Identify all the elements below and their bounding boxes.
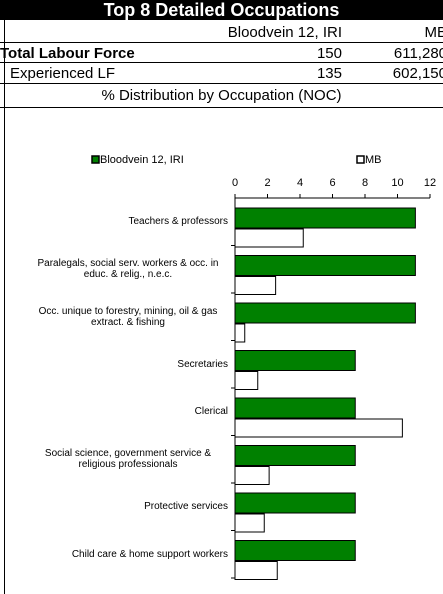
bar	[234, 445, 356, 466]
category-label: Secretaries	[28, 346, 228, 384]
frame	[0, 20, 443, 594]
bar	[234, 466, 270, 485]
x-tick-label: 4	[297, 177, 303, 189]
bar	[234, 513, 265, 533]
title-bar	[0, 0, 443, 20]
bar	[234, 492, 356, 514]
legend-label: MB	[365, 154, 382, 166]
cell: 602,150	[392, 65, 443, 82]
x-tick-label: 2	[264, 177, 270, 189]
x-tick-label: 8	[362, 177, 368, 189]
category-text: Clerical	[194, 406, 228, 418]
legend-label: Bloodvein 12, IRI	[100, 154, 184, 166]
category-text: Child care & home support workers	[71, 548, 228, 560]
cell: 135	[316, 65, 342, 82]
cell: 611,280	[393, 45, 443, 62]
bar	[234, 371, 259, 390]
category-text: Secretaries	[177, 358, 228, 370]
category-text: Paralegals, social serv. workers & occ. …	[37, 258, 219, 281]
category-label: Protective services	[28, 488, 228, 526]
section-title: % Distribution by Occupation (NOC)	[101, 87, 342, 104]
row-label: Experienced LF	[10, 65, 116, 82]
row-label: Total Labour Force	[0, 45, 135, 62]
bar	[234, 255, 416, 276]
category-text: Teachers & professors	[128, 216, 229, 228]
category-label: Teachers & professors	[28, 203, 229, 241]
bar	[234, 323, 246, 343]
bar	[234, 418, 403, 438]
x-tick-label: 12	[424, 177, 436, 189]
column-header: MB	[424, 24, 443, 41]
x-tick-label: 10	[391, 177, 403, 189]
x-tick-label: 0	[232, 177, 238, 189]
category-label: Social science, government service & rel…	[28, 441, 228, 479]
title: Top 8 Detailed Occupations	[103, 0, 340, 20]
legend-swatch	[91, 155, 100, 164]
bar	[234, 540, 356, 561]
x-tick-label: 6	[329, 177, 335, 189]
category-label: Paralegals, social serv. workers & occ. …	[28, 251, 228, 289]
cell: 150	[316, 45, 342, 62]
bar	[234, 207, 416, 229]
category-text: Social science, government service & rel…	[44, 448, 212, 471]
legend-swatch	[356, 155, 365, 164]
category-label: Clerical	[28, 393, 228, 431]
bar	[234, 228, 304, 248]
bar	[234, 276, 277, 295]
category-text: Occ. unique to forestry, mining, oil & g…	[38, 305, 218, 328]
bar	[234, 302, 416, 324]
bar	[234, 397, 356, 419]
bar	[234, 561, 278, 580]
category-label: Child care & home support workers	[28, 536, 228, 574]
bar	[234, 350, 356, 371]
category-text: Protective services	[144, 501, 228, 513]
column-header: Bloodvein 12, IRI	[227, 24, 342, 41]
category-label: Occ. unique to forestry, mining, oil & g…	[28, 298, 228, 336]
